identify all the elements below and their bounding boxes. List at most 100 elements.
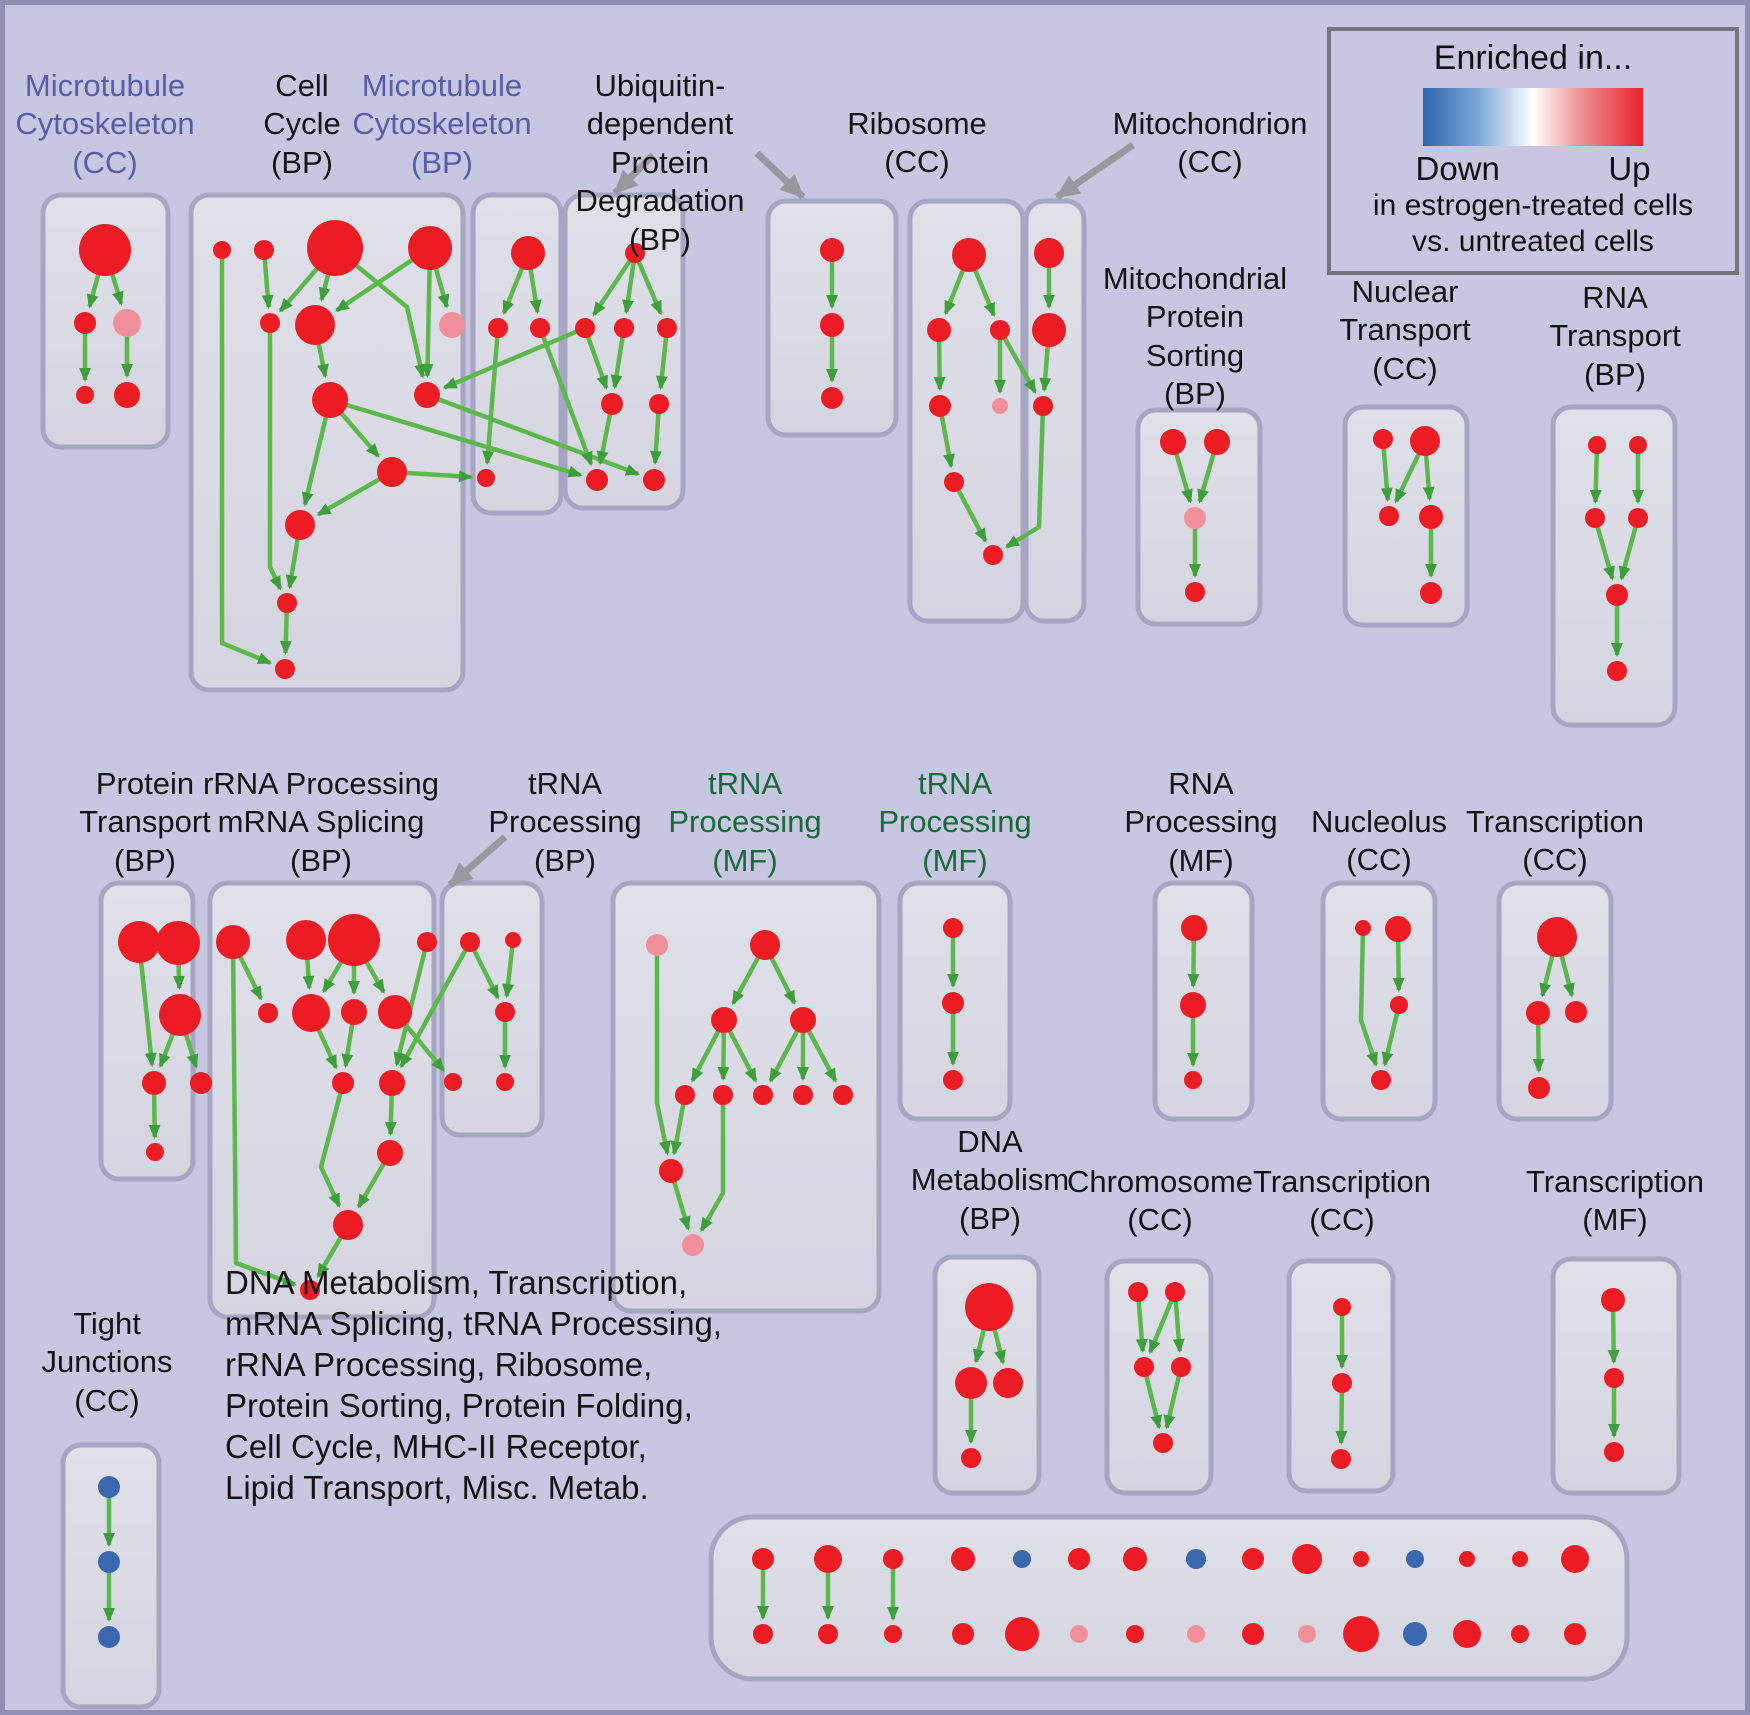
gene-node-o3-red — [1331, 1449, 1351, 1469]
gene-node-t6-red — [1607, 661, 1627, 681]
gene-node-b10-red — [377, 457, 407, 487]
gene-node-bb12-blue — [1403, 1622, 1427, 1646]
gene-node-w3-red — [495, 1002, 515, 1022]
gene-node-j3-red — [1565, 1001, 1587, 1023]
gene-node-bb8-pink — [1187, 1625, 1205, 1643]
group-box-23 — [708, 1514, 1630, 1682]
edge-b1-b13 — [219, 250, 273, 665]
edge-l2-l3 — [1148, 1291, 1178, 1355]
group-box-18 — [932, 1254, 1042, 1496]
gene-node-v3-red — [821, 387, 843, 409]
gene-node-m2-red — [1032, 313, 1066, 347]
gene-node-a4-red — [76, 386, 94, 404]
gene-node-a2-red — [74, 312, 96, 334]
legend-title: Enriched in... — [1433, 39, 1633, 77]
gene-node-h2-red — [1180, 992, 1206, 1018]
gene-node-m1-red — [1034, 238, 1064, 268]
gene-node-b3-red — [307, 220, 363, 276]
gene-node-v2-red — [820, 313, 844, 337]
label-cell-cycle-bp: Cell Cycle (BP) — [263, 68, 341, 180]
group-box-17 — [1496, 880, 1614, 1122]
gene-node-l1-red — [1128, 1282, 1148, 1302]
edge-q1-q13 — [230, 941, 297, 1287]
gene-node-bt1-red — [752, 1548, 774, 1570]
gene-node-b2-red — [254, 240, 274, 260]
edge-b8-u6 — [329, 397, 583, 478]
gene-node-g1-red — [943, 918, 963, 938]
gene-node-bt4-red — [951, 1547, 975, 1571]
gene-node-f9-red — [833, 1085, 853, 1105]
gene-node-bt2-red — [814, 1545, 842, 1573]
label-transcription-mf: Transcription (MF) — [1525, 1164, 1705, 1238]
gene-node-t1-red — [1588, 436, 1606, 454]
gene-node-p3-red — [159, 994, 201, 1036]
edge-q9-q12 — [318, 1082, 346, 1208]
legend-subtitle-line1: in estrogen-treated cells — [1372, 189, 1694, 222]
gene-node-s2-red — [1204, 429, 1230, 455]
gene-node-n5-red — [1420, 582, 1442, 604]
gene-node-bb2-red — [818, 1624, 838, 1644]
label-transcription-cc-1: Transcription (CC) — [1465, 804, 1645, 878]
edge-w2-w3 — [502, 939, 516, 999]
gene-node-b7-pink — [439, 312, 465, 338]
gene-node-bb5-red — [1005, 1617, 1039, 1651]
gene-node-f11-pink — [682, 1234, 704, 1256]
gene-node-bb13-red — [1453, 1620, 1481, 1648]
gene-node-r5-pink — [992, 398, 1008, 414]
gene-node-w1-red — [460, 932, 480, 952]
label-rrna-processing-mrna-splicing-bp: rRNA Processing mRNA Splicing (BP) — [202, 766, 440, 878]
gene-node-r7-red — [983, 545, 1003, 565]
gene-node-j4-red — [1528, 1077, 1550, 1099]
gene-node-o1-red — [1333, 1298, 1351, 1316]
gene-node-w5-red — [496, 1073, 514, 1091]
edge-r3-m3 — [998, 328, 1038, 394]
legend-box: Enriched in... Down Up in estrogen-treat… — [1327, 27, 1739, 275]
gene-node-n3-red — [1379, 506, 1399, 526]
arrow-to-trna-processing-bp-box — [447, 834, 508, 888]
edge-b5-b12 — [267, 323, 283, 591]
edge-u2-u5 — [582, 327, 609, 390]
gene-node-c4-red — [477, 469, 495, 487]
gene-node-bb3-red — [884, 1625, 902, 1643]
gene-node-u1-red — [625, 243, 645, 263]
gene-node-f2-red — [750, 930, 780, 960]
edge-w1-w3 — [467, 940, 500, 1000]
gene-node-n2-red — [1410, 426, 1440, 456]
gene-node-f10-red — [659, 1159, 683, 1183]
gene-node-s1-red — [1160, 429, 1186, 455]
edge-l4-l5 — [1163, 1366, 1184, 1430]
gene-node-bb14-red — [1511, 1625, 1529, 1643]
gene-node-q7-red — [341, 999, 367, 1025]
annotation-arrows-layer — [447, 142, 1135, 888]
label-microtubule-cytoskeleton-bp: Microtubule Cytoskeleton (BP) — [352, 68, 532, 180]
gene-node-t2-red — [1629, 436, 1647, 454]
gene-node-bb9-red — [1242, 1623, 1264, 1645]
edge-u4-u5b — [655, 327, 670, 391]
gene-node-a5-red — [114, 382, 140, 408]
gene-node-k1-red — [965, 1283, 1013, 1331]
legend-down-label: Down — [1415, 150, 1500, 187]
label-microtubule-cytoskeleton-cc: Microtubule Cytoskeleton (CC) — [15, 68, 195, 180]
edge-l3-l5 — [1141, 1366, 1163, 1430]
edge-q4-q10 — [393, 941, 430, 1067]
gene-node-r2-red — [927, 318, 951, 342]
gene-node-bb11-red — [1343, 1616, 1379, 1652]
arrow-to-ubiquitin-right-box — [754, 150, 806, 200]
gene-node-b5-red — [260, 313, 280, 333]
label-trna-processing-mf-1: tRNA Processing (MF) — [668, 766, 822, 878]
gene-node-tj2-blue — [98, 1551, 120, 1573]
gene-node-bt6-red — [1068, 1548, 1090, 1570]
gene-node-b11-red — [285, 510, 315, 540]
gene-node-k2-red — [955, 1367, 987, 1399]
edge-t1-t3 — [1589, 444, 1602, 505]
gene-node-z3-red — [1604, 1442, 1624, 1462]
gene-node-k4-red — [961, 1448, 981, 1468]
gene-node-j2-red — [1526, 1001, 1550, 1025]
edge-u1-u2 — [592, 251, 637, 317]
gene-node-bb10-pink — [1298, 1625, 1316, 1643]
gene-node-l4-red — [1171, 1357, 1191, 1377]
gene-node-f7-red — [753, 1085, 773, 1105]
label-mitochondrion-cc: Mitochondrion (CC) — [1112, 106, 1308, 180]
gene-node-z2-red — [1604, 1368, 1624, 1388]
